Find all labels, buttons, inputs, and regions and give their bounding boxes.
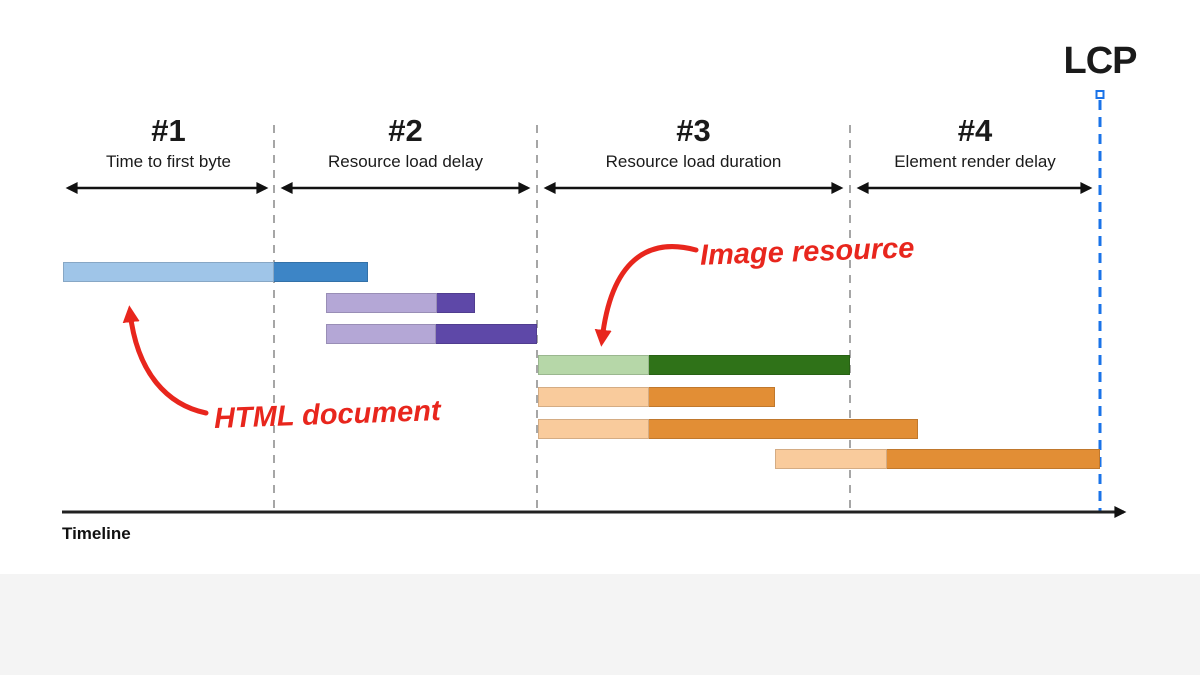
resource-bar-stylesheet: [326, 293, 475, 313]
phase-1-heading: #1 Time to first byte: [63, 114, 274, 174]
bar-segment-dark: [649, 355, 850, 375]
bar-segment-light: [63, 262, 274, 282]
bar-segment-dark: [649, 387, 775, 407]
bar-segment-dark: [437, 293, 475, 313]
bar-segment-dark: [649, 419, 918, 439]
legend: Document Stylesheet Script Image: [0, 574, 1200, 675]
bar-segment-light: [538, 387, 649, 407]
phase-3-label: Resource load duration: [605, 152, 782, 171]
resource-bar-script: [538, 387, 775, 407]
phase-2-label: Resource load delay: [328, 152, 483, 171]
resource-bar-stylesheet: [326, 324, 537, 344]
phase-3-number: #3: [676, 113, 711, 148]
bar-segment-dark: [887, 449, 1100, 469]
bar-segment-light: [775, 449, 887, 469]
timeline-label: Timeline: [62, 524, 131, 543]
bar-segment-light: [538, 355, 649, 375]
lcp-label: LCP: [1063, 40, 1138, 82]
bar-segment-dark: [274, 262, 368, 282]
phase-1-label: Time to first byte: [105, 152, 231, 171]
phase-4-number: #4: [957, 113, 993, 148]
resource-bar-image: [538, 355, 850, 375]
phase-2-number: #2: [388, 113, 423, 148]
bar-segment-light: [326, 324, 436, 344]
phase-3-heading: #3 Resource load duration: [537, 114, 850, 174]
bar-segment-light: [538, 419, 649, 439]
phase-1-number: #1: [151, 113, 186, 148]
resource-bar-script: [775, 449, 1100, 469]
resource-bar-script: [538, 419, 918, 439]
bar-segment-light: [326, 293, 437, 313]
phase-4-heading: #4 Element render delay: [850, 114, 1100, 174]
phase-2-heading: #2 Resource load delay: [274, 114, 537, 174]
resource-bar-document: [63, 262, 368, 282]
phase-4-label: Element render delay: [894, 152, 1056, 171]
bar-segment-dark: [436, 324, 537, 344]
